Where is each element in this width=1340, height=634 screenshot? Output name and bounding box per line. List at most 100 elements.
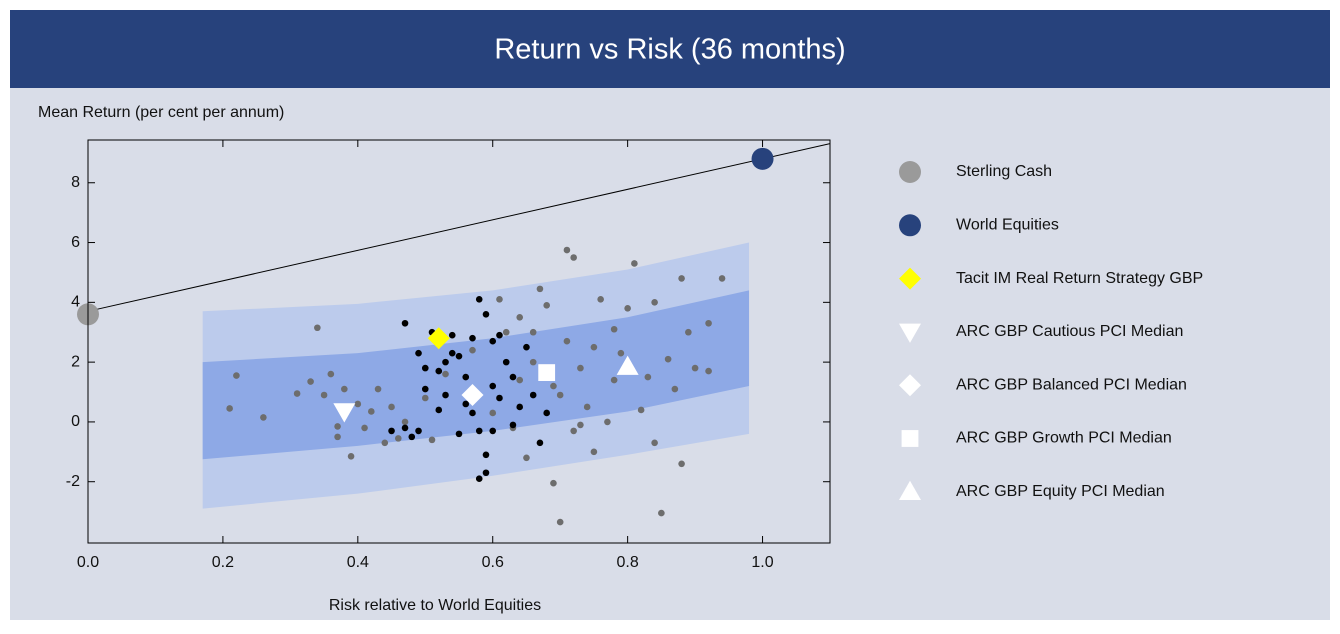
point [543, 409, 550, 417]
point [442, 358, 449, 366]
point [604, 418, 611, 426]
point [489, 382, 497, 390]
point [462, 373, 470, 381]
point [718, 275, 726, 282]
point [658, 509, 665, 517]
y-tick-label: -2 [66, 473, 80, 490]
point [233, 372, 240, 379]
legend-label: ARC GBP Cautious PCI Median [956, 323, 1183, 340]
point [394, 435, 402, 442]
legend-marker [899, 323, 921, 343]
header [10, 10, 1330, 88]
legend-label: Sterling Cash [956, 163, 1052, 180]
point [482, 310, 490, 318]
point [529, 391, 537, 399]
point [421, 394, 429, 402]
point [327, 370, 335, 378]
point [577, 364, 584, 372]
point [536, 285, 544, 293]
point [563, 246, 571, 254]
point [482, 451, 490, 459]
point [516, 313, 524, 321]
point [691, 364, 699, 372]
point [644, 373, 652, 381]
point [475, 475, 483, 483]
point [523, 454, 530, 462]
point [489, 427, 497, 435]
point [442, 370, 449, 378]
marker [616, 355, 639, 375]
point [421, 385, 429, 393]
point [489, 337, 497, 345]
point [577, 421, 584, 429]
legend-label: ARC GBP Balanced PCI Median [956, 376, 1187, 393]
point [651, 439, 658, 447]
point [570, 254, 577, 261]
point [428, 436, 436, 444]
y-tick-label: 0 [71, 413, 80, 430]
point [570, 427, 577, 435]
x-tick-label: 0.8 [617, 554, 639, 571]
point [401, 424, 409, 432]
x-tick-label: 0.6 [482, 554, 504, 571]
point [610, 325, 618, 333]
point [374, 385, 382, 393]
point [314, 324, 321, 332]
point [496, 331, 503, 339]
point [455, 430, 463, 438]
point [705, 367, 712, 375]
x-tick-label: 1.0 [751, 554, 773, 571]
point [475, 296, 483, 303]
y-tick-label: 2 [71, 353, 80, 370]
point [496, 394, 503, 402]
y-tick-label: 6 [71, 234, 80, 251]
point [469, 334, 476, 342]
point [455, 352, 463, 360]
legend-label: World Equities [956, 217, 1059, 234]
point [354, 400, 362, 408]
point [489, 409, 497, 417]
point [401, 418, 409, 426]
point [509, 421, 517, 429]
legend-marker [899, 267, 921, 290]
point [678, 275, 685, 282]
chart-title: Return vs Risk (36 months) [494, 34, 845, 66]
point [415, 427, 422, 435]
point [543, 302, 550, 309]
legend-marker [901, 430, 919, 447]
point [671, 385, 679, 393]
point [536, 439, 544, 447]
point [482, 469, 490, 477]
point [341, 385, 348, 393]
point [334, 423, 341, 430]
point [610, 376, 618, 384]
market-line [87, 143, 831, 312]
marker [751, 147, 774, 170]
y-tick-label: 4 [71, 294, 80, 311]
x-tick-label: 0.2 [212, 554, 234, 571]
point [347, 453, 355, 460]
legend-marker [899, 214, 921, 237]
point [435, 406, 443, 414]
point [388, 427, 395, 435]
point [529, 358, 537, 366]
marker [333, 403, 356, 423]
point [307, 378, 314, 385]
point [475, 427, 483, 435]
point [361, 424, 368, 432]
point [469, 409, 476, 417]
point [664, 355, 672, 363]
point [516, 376, 524, 384]
point [388, 403, 395, 411]
point [469, 346, 476, 354]
legend-label: ARC GBP Growth PCI Median [956, 430, 1172, 447]
point [509, 373, 517, 381]
point [448, 331, 456, 339]
point [502, 328, 510, 336]
point [523, 343, 530, 351]
point [685, 328, 692, 336]
point [556, 518, 564, 526]
point [401, 319, 409, 327]
